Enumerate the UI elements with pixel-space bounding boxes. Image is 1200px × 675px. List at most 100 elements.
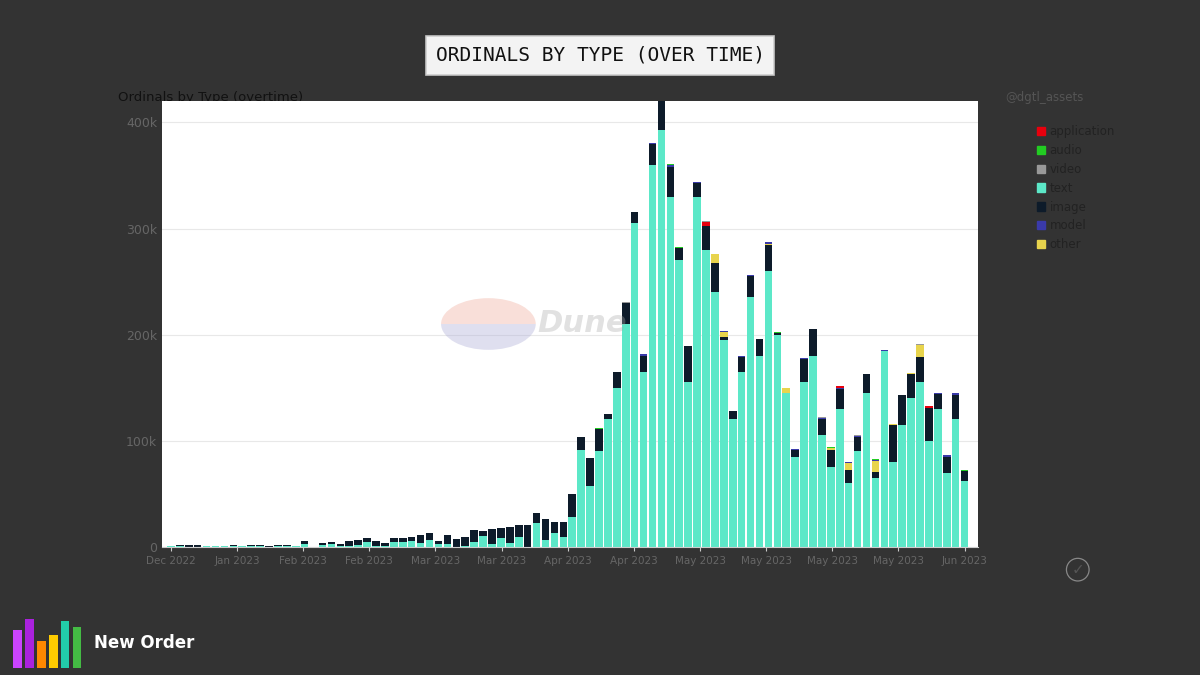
Bar (907, 375, 914, 398)
Bar (434, 544, 443, 547)
Bar (533, 513, 540, 522)
Bar (346, 541, 353, 545)
Bar (871, 472, 880, 478)
Bar (764, 271, 773, 547)
Bar (782, 393, 790, 547)
Bar (551, 522, 558, 533)
Bar (408, 541, 415, 547)
Bar (488, 529, 496, 543)
Bar (934, 409, 942, 547)
Bar (382, 545, 389, 547)
Bar (604, 414, 612, 419)
Bar (917, 382, 924, 547)
Bar (73, 627, 82, 668)
Bar (836, 389, 844, 409)
Bar (899, 395, 906, 425)
Bar (488, 543, 496, 547)
Bar (398, 539, 407, 542)
Bar (265, 546, 272, 547)
Bar (702, 226, 709, 250)
Bar (372, 541, 380, 546)
Bar (649, 144, 656, 165)
Bar (738, 357, 745, 372)
Bar (827, 450, 835, 467)
Bar (854, 452, 862, 547)
Bar (764, 244, 773, 245)
Bar (364, 543, 371, 547)
Bar (319, 545, 326, 547)
Bar (622, 324, 630, 547)
Bar (444, 535, 451, 544)
Bar (845, 483, 852, 547)
Bar (881, 350, 888, 547)
Bar (934, 394, 942, 409)
Bar (746, 298, 755, 547)
Bar (13, 630, 22, 668)
Bar (426, 539, 433, 547)
Bar (836, 386, 844, 388)
Bar (666, 165, 674, 167)
Bar (684, 382, 692, 547)
Bar (247, 545, 254, 546)
Bar (408, 537, 415, 541)
Bar (728, 419, 737, 547)
Bar (221, 545, 228, 546)
Bar (382, 543, 389, 545)
Bar (809, 356, 817, 547)
Bar (907, 398, 914, 547)
Bar (515, 525, 522, 537)
Bar (301, 541, 308, 545)
Bar (943, 456, 950, 472)
Bar (676, 248, 683, 261)
Bar (515, 537, 522, 547)
Bar (658, 130, 665, 547)
Bar (631, 223, 638, 547)
Bar (167, 545, 175, 547)
Bar (720, 332, 727, 338)
Bar (390, 542, 397, 547)
Bar (587, 486, 594, 547)
Bar (364, 538, 371, 543)
Bar (497, 528, 505, 538)
Bar (328, 543, 335, 544)
Bar (800, 382, 808, 547)
Bar (416, 543, 425, 547)
Bar (595, 429, 602, 452)
Bar (346, 545, 353, 547)
Bar (782, 388, 790, 393)
Legend: application, audio, video, text, image, model, other: application, audio, video, text, image, … (1037, 125, 1115, 251)
Bar (836, 409, 844, 547)
Bar (595, 452, 602, 547)
Bar (649, 143, 656, 144)
Bar (497, 538, 505, 547)
Bar (720, 338, 727, 340)
Bar (961, 481, 968, 547)
Text: @dgtl_assets: @dgtl_assets (1004, 91, 1084, 104)
Bar (746, 276, 755, 298)
Bar (559, 522, 568, 537)
Bar (952, 395, 960, 419)
Bar (764, 245, 773, 271)
Bar (818, 418, 826, 419)
Bar (640, 356, 647, 372)
Bar (658, 99, 665, 130)
Bar (640, 372, 647, 547)
Bar (37, 641, 46, 668)
Bar (712, 292, 719, 547)
Bar (577, 437, 584, 450)
Wedge shape (442, 324, 535, 350)
Bar (479, 536, 487, 547)
Bar (702, 250, 709, 547)
Bar (774, 332, 781, 333)
Bar (889, 424, 898, 425)
Bar (889, 425, 898, 462)
Bar (943, 472, 950, 547)
Bar (274, 545, 282, 546)
Bar (319, 543, 326, 545)
Bar (961, 470, 968, 481)
Bar (720, 340, 727, 547)
Bar (854, 437, 862, 452)
Bar (613, 387, 620, 547)
Bar (871, 478, 880, 547)
Bar (49, 635, 58, 668)
